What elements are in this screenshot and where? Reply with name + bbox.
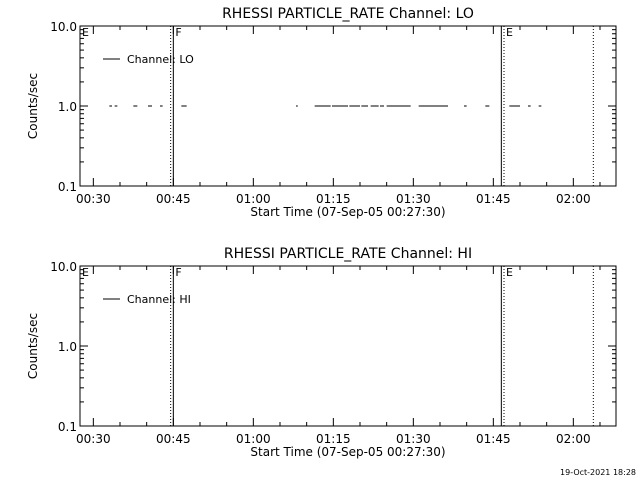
chart-title: RHESSI PARTICLE_RATE Channel: LO — [222, 6, 474, 22]
x-tick-label: 01:15 — [316, 192, 351, 206]
legend-label: Channel: LO — [127, 53, 194, 66]
x-tick-label: 01:45 — [476, 192, 511, 206]
chart-title: RHESSI PARTICLE_RATE Channel: HI — [224, 246, 472, 262]
y-tick-label: 10.0 — [50, 20, 77, 34]
y-tick-label: 0.1 — [58, 420, 77, 434]
y-tick-label: 1.0 — [58, 100, 77, 114]
y-axis-label: Counts/sec — [26, 73, 40, 139]
chart-panel-1: RHESSI PARTICLE_RATE Channel: HI 0.1 1.0 10… — [26, 246, 617, 459]
y-tick-label: 0.1 — [58, 180, 77, 194]
footer-timestamp: 19-Oct-2021 18:28 — [560, 468, 636, 477]
x-tick-label: 00:45 — [156, 192, 191, 206]
event-marker-label: E — [506, 266, 513, 279]
x-tick-label: 00:30 — [76, 192, 111, 206]
y-tick-label: 1.0 — [58, 340, 77, 354]
event-marker-label: E — [506, 26, 513, 39]
event-marker-label: E — [82, 26, 89, 39]
x-tick-label: 02:00 — [556, 192, 591, 206]
event-marker-label: F — [175, 26, 181, 39]
event-marker-label: E — [82, 266, 89, 279]
x-axis-label: Start Time (07-Sep-05 00:27:30) — [250, 445, 445, 459]
x-tick-label: 01:00 — [236, 192, 271, 206]
y-axis-label: Counts/sec — [26, 313, 40, 379]
x-axis-label: Start Time (07-Sep-05 00:27:30) — [250, 205, 445, 219]
x-tick-label: 01:00 — [236, 432, 271, 446]
y-tick-label: 10.0 — [50, 260, 77, 274]
plot-frame — [79, 265, 617, 427]
x-tick-label: 02:00 — [556, 432, 591, 446]
x-tick-label: 01:45 — [476, 432, 511, 446]
x-tick-label: 01:30 — [396, 192, 431, 206]
chart-panel-0: RHESSI PARTICLE_RATE Channel: LO 0.1 1.0 10… — [26, 6, 617, 219]
x-tick-label: 01:30 — [396, 432, 431, 446]
x-tick-label: 01:15 — [316, 432, 351, 446]
x-tick-label: 00:45 — [156, 432, 191, 446]
x-tick-label: 00:30 — [76, 432, 111, 446]
legend-label: Channel: HI — [127, 293, 191, 306]
event-marker-label: F — [175, 266, 181, 279]
